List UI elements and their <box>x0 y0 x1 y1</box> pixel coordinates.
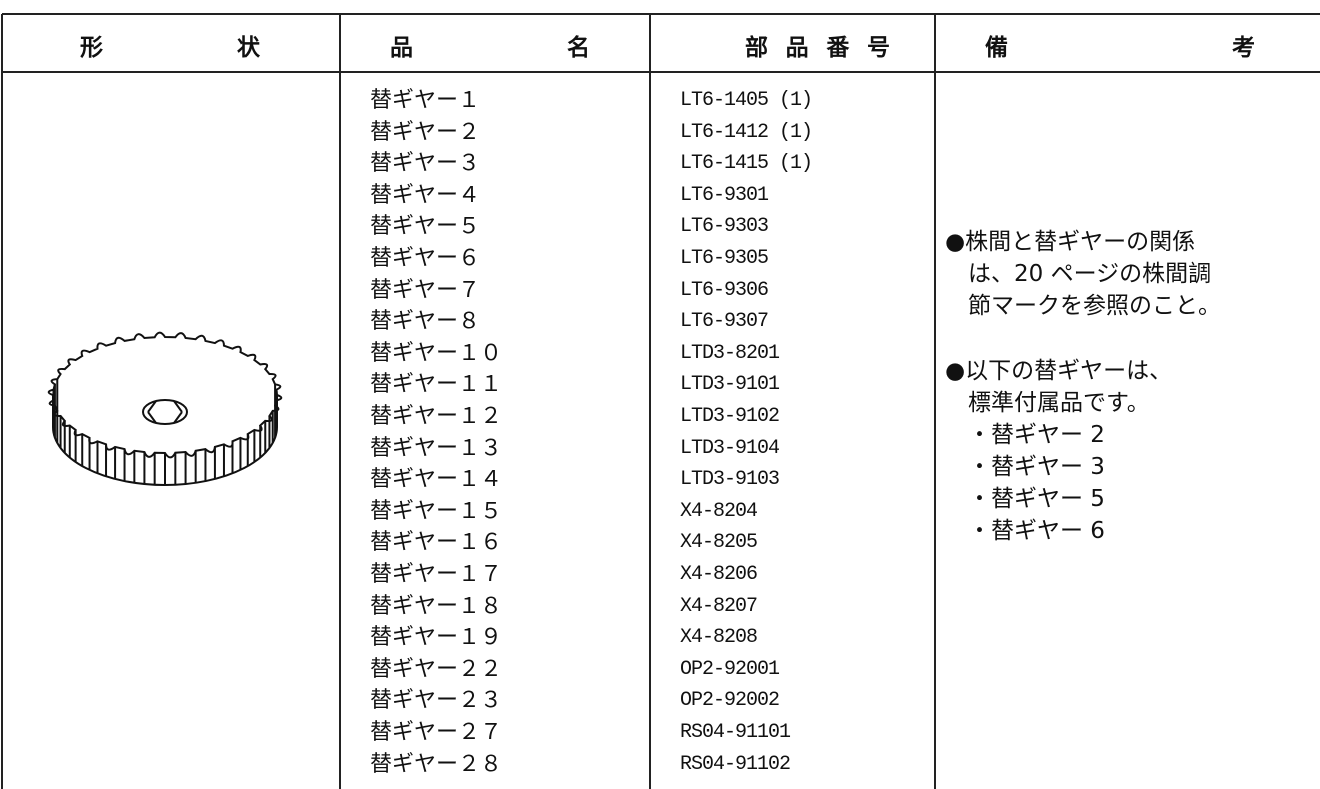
gear-hub-key <box>147 400 183 424</box>
part-number: X4-8206 <box>680 563 758 586</box>
part-number: RS04-91102 <box>680 752 791 776</box>
part-name: 替ギヤー３ <box>370 151 481 177</box>
remark-line: 標準付属品です。 <box>968 390 1150 416</box>
header-char: 部 <box>745 35 768 61</box>
remark-line: ●株間と替ギヤーの関係 <box>945 229 1196 255</box>
part-name: 替ギヤー１５ <box>370 498 503 524</box>
remark-line: ・替ギヤー 5 <box>968 486 1105 512</box>
part-name: 替ギヤー１４ <box>370 467 503 493</box>
grid <box>1 13 1320 789</box>
part-number: LTD3-8201 <box>680 341 780 365</box>
part-name: 替ギヤー１１ <box>370 372 503 398</box>
part-name: 替ギヤー１０ <box>370 340 503 366</box>
part-name: 替ギヤー６ <box>370 246 481 271</box>
part-number: LTD3-9103 <box>680 468 780 492</box>
header-char: 名 <box>567 35 590 61</box>
header-cell: 部品番号 <box>745 28 890 61</box>
part-number: LT6-9306 <box>680 278 769 302</box>
header-char: 形 <box>80 35 103 61</box>
part-number: LT6-9301 <box>680 183 769 207</box>
part-number: LT6-9303 <box>680 215 769 239</box>
remark-line: ・替ギヤー 6 <box>968 518 1105 544</box>
gear-illustration <box>47 331 283 486</box>
part-name: 替ギヤー２３ <box>370 688 503 714</box>
part-name: 替ギヤー１２ <box>370 404 503 429</box>
gear-tooth-sides <box>52 379 278 485</box>
part-number: X4-8207 <box>680 594 758 618</box>
part-number: OP2-92002 <box>680 689 780 713</box>
part-number: LTD3-9101 <box>680 373 780 397</box>
part-number: X4-8208 <box>680 626 758 650</box>
remark-line: ・替ギヤー 3 <box>968 454 1105 480</box>
part-name: 替ギヤー５ <box>370 214 481 240</box>
part-number: LT6-1415 (1) <box>680 152 813 176</box>
part-name: 替ギヤー７ <box>370 277 481 303</box>
part-number: OP2-92001 <box>680 657 780 681</box>
part-name: 替ギヤー８ <box>370 309 481 335</box>
header-cell: 備考 <box>985 28 1255 61</box>
part-number: LTD3-9104 <box>680 436 780 460</box>
gear-base <box>52 426 278 486</box>
header-char: 備 <box>985 35 1008 61</box>
part-number: LT6-9307 <box>680 310 769 334</box>
part-name: 替ギヤー１７ <box>370 562 503 587</box>
part-name: 替ギヤー１８ <box>370 593 503 619</box>
remark-line: は、20 ページの株間調 <box>968 261 1212 287</box>
part-name: 替ギヤー１ <box>370 88 481 113</box>
part-number: LT6-9305 <box>680 247 769 270</box>
remark-line: ・替ギヤー 2 <box>968 422 1105 448</box>
part-number: X4-8205 <box>680 531 758 555</box>
header-char: 品 <box>390 35 413 61</box>
part-name: 替ギヤー１９ <box>370 625 503 651</box>
remark-line: ●以下の替ギヤーは、 <box>945 358 1173 384</box>
part-number: LT6-1412 (1) <box>680 120 813 144</box>
gear-hub <box>142 399 188 425</box>
part-name: 替ギヤー２７ <box>370 720 503 745</box>
part-number: RS04-91101 <box>680 721 791 744</box>
part-name: 替ギヤー１６ <box>370 530 503 556</box>
part-number: X4-8204 <box>680 499 758 523</box>
header-char: 状 <box>237 35 260 61</box>
header-char: 品 <box>785 35 809 61</box>
part-name: 替ギヤー４ <box>370 182 481 208</box>
part-name: 替ギヤー２ <box>370 119 481 145</box>
part-name: 替ギヤー２８ <box>370 751 503 777</box>
header-cell: 品名 <box>390 28 590 61</box>
part-number: LT6-1405 (1) <box>680 89 813 112</box>
header-cell: 形状 <box>80 28 260 61</box>
header-char: 番 <box>826 35 850 61</box>
remark-line: 節マークを参照のこと。 <box>968 293 1221 319</box>
part-name: 替ギヤー１３ <box>370 435 503 461</box>
header-char: 考 <box>1232 35 1255 61</box>
gear-rim <box>47 331 283 459</box>
part-name: 替ギヤー２２ <box>370 656 503 682</box>
part-number: LTD3-9102 <box>680 405 780 428</box>
header-char: 号 <box>866 35 890 61</box>
